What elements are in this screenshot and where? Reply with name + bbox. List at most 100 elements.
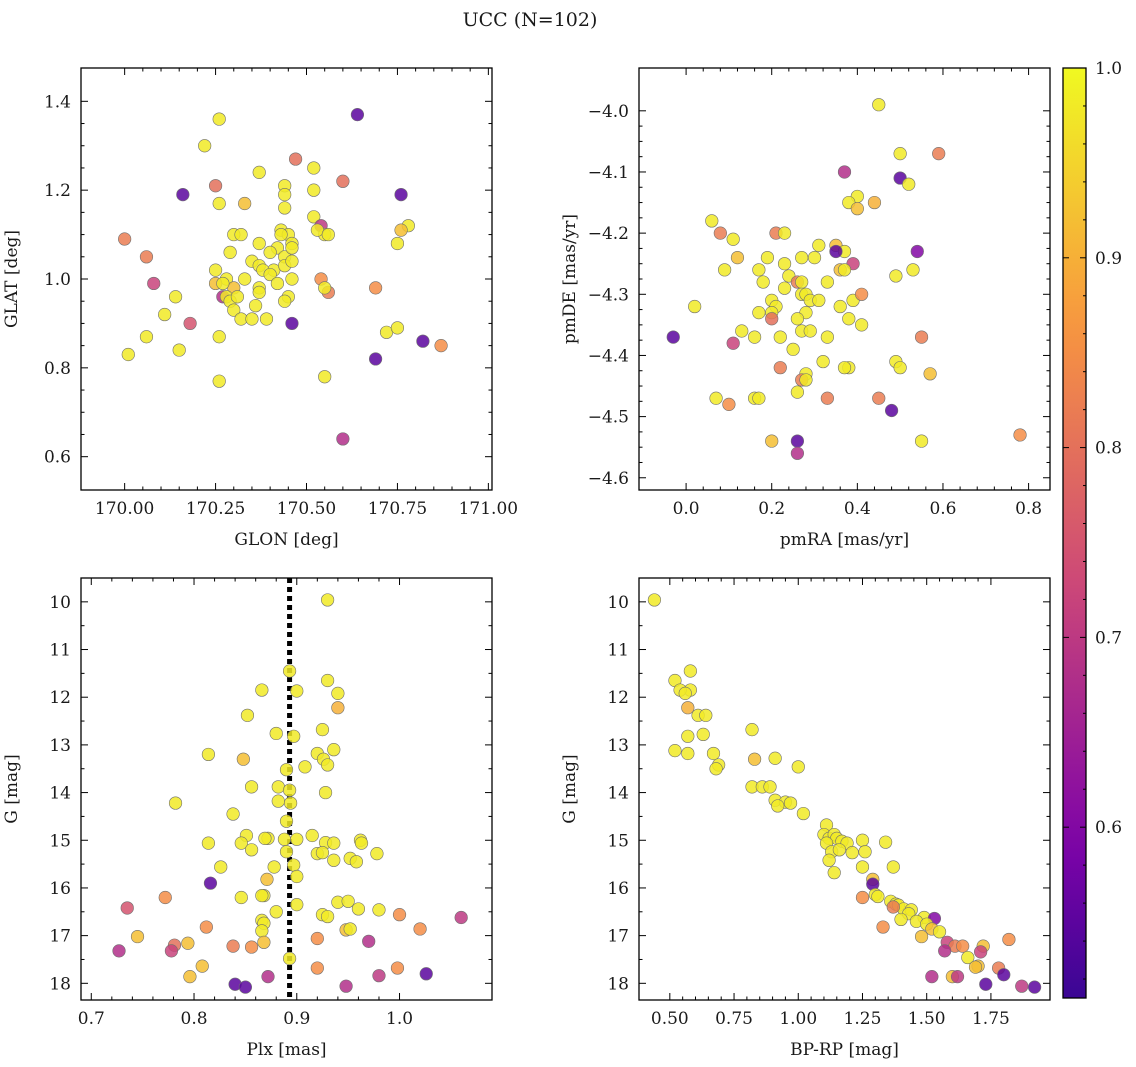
data-point bbox=[118, 232, 132, 246]
data-point bbox=[923, 367, 937, 381]
data-point bbox=[270, 276, 285, 291]
data-point bbox=[850, 202, 864, 216]
data-point bbox=[321, 673, 335, 688]
data-point bbox=[718, 263, 732, 277]
data-point bbox=[212, 112, 226, 126]
data-point bbox=[369, 352, 383, 366]
data-point bbox=[244, 780, 259, 794]
data-point bbox=[349, 855, 363, 869]
data-point bbox=[752, 306, 766, 320]
data-point bbox=[372, 903, 386, 917]
data-point bbox=[842, 312, 856, 326]
data-point bbox=[226, 939, 240, 953]
data-point bbox=[351, 902, 366, 916]
data-point bbox=[906, 263, 920, 277]
x-axis-label: Plx [mas] bbox=[246, 1040, 326, 1060]
data-point bbox=[777, 226, 792, 240]
axes-frame bbox=[80, 577, 493, 1001]
data-point bbox=[288, 152, 303, 166]
data-point bbox=[893, 147, 907, 161]
data-point bbox=[910, 244, 924, 259]
data-point bbox=[255, 683, 269, 697]
data-point bbox=[454, 910, 468, 925]
data-point bbox=[855, 860, 870, 874]
data-point bbox=[889, 269, 903, 283]
data-point bbox=[240, 708, 255, 722]
data-point bbox=[791, 760, 805, 774]
data-point bbox=[315, 723, 330, 737]
x-tick-label: 0.6 bbox=[929, 499, 956, 519]
data-point bbox=[713, 226, 727, 240]
y-tick-label: −4.3 bbox=[588, 285, 629, 305]
data-point bbox=[305, 828, 319, 843]
data-point bbox=[837, 263, 852, 277]
y-tick-label: 17 bbox=[607, 927, 629, 947]
data-point bbox=[339, 979, 353, 993]
data-point bbox=[872, 98, 886, 112]
data-point bbox=[878, 835, 893, 849]
data-point bbox=[434, 339, 448, 353]
data-point bbox=[832, 843, 846, 857]
data-point bbox=[263, 267, 277, 282]
data-point bbox=[278, 188, 292, 202]
colorbar-tick-label: 0.6 bbox=[1095, 818, 1122, 838]
data-point bbox=[267, 860, 281, 874]
data-point bbox=[282, 783, 297, 797]
data-point bbox=[419, 967, 433, 981]
data-point bbox=[234, 227, 248, 242]
y-tick-label: 16 bbox=[607, 879, 629, 899]
data-point bbox=[112, 944, 126, 958]
data-point bbox=[666, 330, 680, 344]
data-point bbox=[867, 195, 882, 210]
data-point bbox=[181, 936, 195, 950]
data-point bbox=[257, 935, 271, 949]
data-point bbox=[139, 250, 154, 264]
data-point bbox=[790, 446, 805, 460]
x-tick-label: 1.0 bbox=[386, 1009, 413, 1029]
data-point bbox=[771, 799, 785, 813]
data-point bbox=[244, 843, 259, 857]
x-tick-label: 170.75 bbox=[368, 499, 427, 519]
panel-plx-g: 0.7 0.8 0.9 1.0 10 11 12 13 14 15 16 17 18 Plx [mas] G… bbox=[2, 577, 493, 1060]
data-point bbox=[745, 723, 759, 737]
data-point bbox=[208, 263, 223, 277]
data-point bbox=[331, 686, 345, 700]
data-point bbox=[158, 307, 172, 322]
y-axis-label: pmDE [mas/yr] bbox=[560, 214, 580, 344]
data-point bbox=[829, 244, 843, 259]
data-point bbox=[287, 729, 301, 743]
data-point bbox=[807, 250, 822, 265]
x-tick-label: 170.00 bbox=[95, 499, 154, 519]
data-point bbox=[730, 250, 745, 265]
data-point bbox=[255, 924, 269, 938]
data-point bbox=[845, 846, 859, 860]
data-point bbox=[285, 241, 299, 255]
data-point bbox=[681, 701, 695, 715]
data-point bbox=[212, 196, 226, 211]
data-point bbox=[252, 165, 266, 179]
data-point bbox=[260, 872, 274, 886]
data-point bbox=[884, 403, 899, 418]
data-point bbox=[820, 391, 834, 405]
data-point bbox=[172, 343, 186, 357]
data-point bbox=[795, 250, 809, 265]
data-point bbox=[902, 177, 916, 191]
y-tick-label: 1.4 bbox=[44, 92, 71, 112]
y-tick-label: 10 bbox=[607, 593, 629, 613]
data-point bbox=[244, 940, 259, 954]
data-point bbox=[321, 593, 335, 607]
data-point bbox=[168, 290, 183, 304]
data-point bbox=[321, 909, 335, 924]
data-point bbox=[747, 330, 762, 344]
colorbar-gradient bbox=[1063, 68, 1086, 998]
data-point bbox=[279, 845, 294, 859]
data-point bbox=[298, 760, 312, 774]
data-point bbox=[362, 934, 376, 948]
data-point bbox=[812, 238, 826, 252]
data-point bbox=[812, 293, 826, 308]
data-point bbox=[756, 275, 770, 289]
data-point bbox=[321, 758, 335, 772]
y-tick-label: 0.8 bbox=[44, 359, 71, 379]
data-point bbox=[894, 912, 908, 927]
data-point bbox=[790, 385, 805, 399]
